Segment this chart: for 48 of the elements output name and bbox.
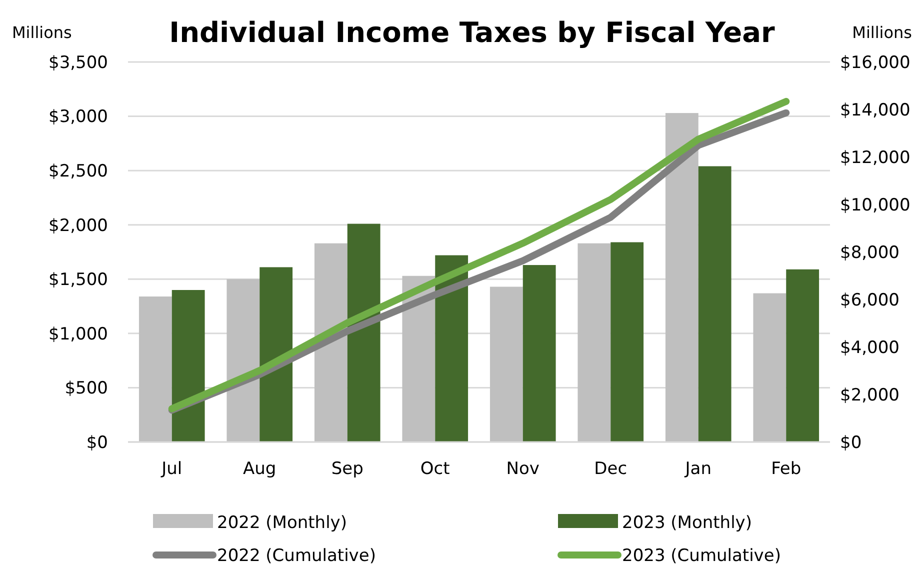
bar: [138, 296, 172, 442]
bar: [347, 224, 380, 442]
y-tick-label: $1,500: [48, 270, 108, 290]
legend-label: 2023 (Monthly): [622, 513, 752, 533]
x-tick-label: Sep: [331, 459, 364, 479]
chart-title: Individual Income Taxes by Fiscal Year: [169, 16, 776, 49]
y-tick-label: $3,500: [48, 52, 108, 73]
y-tick-label: $1,000: [48, 324, 108, 344]
bar: [578, 243, 611, 442]
bar: [786, 269, 820, 442]
y-tick-label: $3,000: [48, 107, 108, 128]
y-tick-label: $0: [86, 432, 108, 453]
bar: [260, 267, 293, 442]
y2-tick-label: $12,000: [840, 148, 910, 168]
y-axis-title: Millions: [12, 23, 72, 42]
bar: [522, 265, 556, 442]
bar: [753, 293, 786, 442]
bar: [610, 242, 644, 442]
bar: [435, 255, 468, 442]
bar: [490, 286, 523, 442]
y2-tick-label: $2,000: [840, 385, 900, 406]
y2-tick-label: $10,000: [840, 195, 910, 216]
y2-tick-label: $0: [840, 432, 862, 453]
bar: [402, 276, 436, 442]
x-tick-label: Oct: [420, 459, 450, 479]
legend-label: 2023 (Cumulative): [622, 546, 781, 566]
y2-axis-title: Millions: [852, 23, 912, 42]
y-tick-label: $2,000: [48, 216, 108, 236]
y2-tick-label: $4,000: [840, 338, 900, 358]
y-tick-label: $2,500: [48, 162, 108, 182]
x-tick-label: Jan: [684, 459, 712, 479]
y2-tick-label: $6,000: [840, 290, 900, 310]
legend-label: 2022 (Cumulative): [217, 546, 376, 566]
bar: [698, 166, 732, 442]
legend-label: 2022 (Monthly): [217, 513, 347, 533]
x-tick-label: Jul: [160, 459, 182, 479]
y2-tick-label: $8,000: [840, 242, 900, 263]
y2-tick-label: $16,000: [840, 52, 910, 73]
x-tick-label: Feb: [771, 459, 802, 479]
bar: [665, 113, 698, 442]
y2-tick-label: $14,000: [840, 100, 910, 120]
bar: [226, 279, 260, 442]
y-tick-label: $500: [64, 378, 108, 399]
bar: [314, 243, 348, 442]
x-tick-label: Nov: [506, 459, 540, 479]
bar: [172, 290, 205, 442]
x-tick-label: Dec: [594, 459, 628, 479]
x-tick-label: Aug: [243, 459, 276, 479]
